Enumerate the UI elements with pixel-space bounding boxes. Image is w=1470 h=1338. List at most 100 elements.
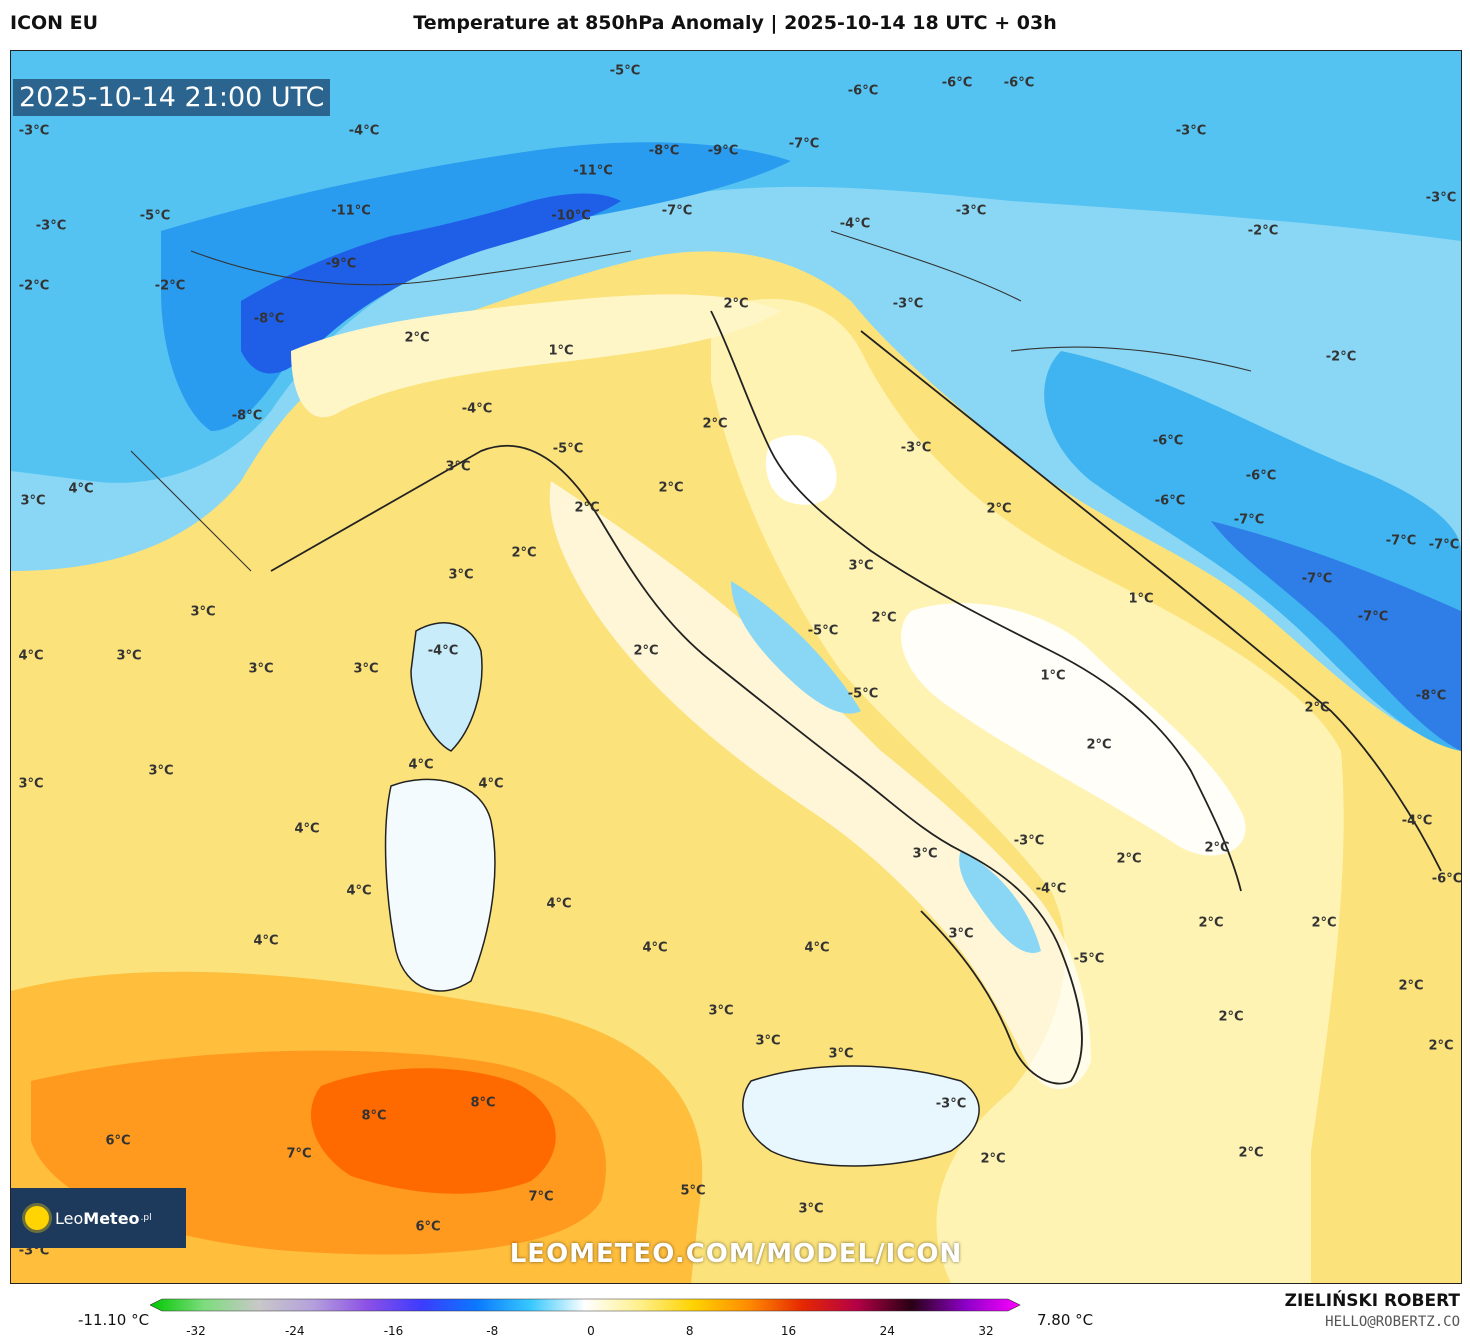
temperature-label: -5°C	[807, 623, 839, 639]
temperature-label: 2°C	[1218, 1009, 1244, 1025]
map-canvas: -5°C -6°C -6°C -6°C -3°C -4°C -8°C -9°C -7°C -11°…	[10, 50, 1462, 1284]
temperature-label: 2°C	[404, 330, 430, 346]
temperature-label: 4°C	[253, 933, 279, 949]
temperature-label: 3°C	[948, 926, 974, 942]
temperature-label: 2°C	[1311, 915, 1337, 931]
temperature-label: 2°C	[1086, 737, 1112, 753]
temperature-label: 5°C	[680, 1183, 706, 1199]
temperature-label: -9°C	[707, 143, 739, 159]
temperature-label: -3°C	[18, 123, 50, 139]
temperature-label: 2°C	[1304, 700, 1330, 716]
leometeo-logo: Leo Meteo .pl	[11, 1188, 186, 1248]
colorbar-tick: -32	[186, 1324, 206, 1338]
temperature-label: 2°C	[574, 500, 600, 516]
temperature-label: -6°C	[1431, 871, 1462, 887]
temperature-label: 8°C	[361, 1108, 387, 1124]
temperature-label: 6°C	[105, 1133, 131, 1149]
temperature-label: 3°C	[18, 776, 44, 792]
temperature-label: 2°C	[1398, 978, 1424, 994]
temperature-label: 4°C	[18, 648, 44, 664]
temperature-label: 8°C	[470, 1095, 496, 1111]
temperature-label: 2°C	[1204, 840, 1230, 856]
temperature-label: -7°C	[1233, 512, 1265, 528]
temperature-label: -6°C	[1003, 75, 1035, 91]
colorbar-tick: 0	[587, 1324, 595, 1338]
temperature-label: -7°C	[1428, 537, 1460, 553]
sun-icon	[25, 1206, 49, 1230]
temperature-label: 6°C	[415, 1219, 441, 1235]
colorbar-tick: 16	[780, 1324, 797, 1338]
temperature-label: -4°C	[427, 643, 459, 659]
temperature-label: -4°C	[1401, 813, 1433, 829]
temperature-label: -6°C	[1245, 468, 1277, 484]
temperature-label: 2°C	[723, 296, 749, 312]
temperature-label: 2°C	[980, 1151, 1006, 1167]
temperature-label: -8°C	[648, 143, 680, 159]
temperature-label: -3°C	[1175, 123, 1207, 139]
temperature-label: -6°C	[847, 83, 879, 99]
temperature-label: -3°C	[955, 203, 987, 219]
temperature-label: 2°C	[658, 480, 684, 496]
temperature-label: -2°C	[154, 278, 186, 294]
temperature-label: 2°C	[633, 643, 659, 659]
temperature-label: -3°C	[900, 440, 932, 456]
temperature-label: 2°C	[1428, 1038, 1454, 1054]
temperature-label: -6°C	[1152, 433, 1184, 449]
colorbar-max-label: 7.80 °C	[1037, 1311, 1094, 1329]
temperature-label: -7°C	[1385, 533, 1417, 549]
temperature-label: -2°C	[18, 278, 50, 294]
temperature-label: -4°C	[461, 401, 493, 417]
colorbar-min-label: -11.10 °C	[78, 1311, 150, 1329]
temperature-label: 4°C	[294, 821, 320, 837]
temperature-label: 2°C	[986, 501, 1012, 517]
temperature-label: 4°C	[68, 481, 94, 497]
colorbar-tick: 8	[685, 1324, 694, 1338]
temperature-label: -3°C	[1013, 833, 1045, 849]
model-name: ICON EU	[10, 12, 99, 34]
temperature-label: 4°C	[408, 757, 434, 773]
temperature-label: 3°C	[353, 661, 379, 677]
temperature-label: 3°C	[20, 493, 46, 509]
temperature-label: 4°C	[804, 940, 830, 956]
temperature-label: 2°C	[702, 416, 728, 432]
temperature-label: 7°C	[528, 1189, 554, 1205]
temperature-label: -8°C	[231, 408, 263, 424]
temperature-label: 3°C	[708, 1003, 734, 1019]
logo-text-main: Leo	[55, 1208, 84, 1228]
temperature-label: -8°C	[1415, 688, 1447, 704]
temperature-label: 2°C	[511, 545, 537, 561]
temperature-label: 3°C	[848, 558, 874, 574]
map-title: Temperature at 850hPa Anomaly | 2025-10-…	[413, 12, 1057, 34]
temperature-label: 4°C	[478, 776, 504, 792]
temperature-label: -5°C	[609, 63, 641, 79]
temperature-label: 3°C	[448, 567, 474, 583]
author-name: ZIELIŃSKI ROBERT	[1284, 1291, 1460, 1311]
watermark-url: LEOMETEO.COM/MODEL/ICON	[509, 1239, 963, 1269]
temperature-label: -7°C	[1357, 609, 1389, 625]
temperature-label: -3°C	[935, 1096, 967, 1112]
temperature-label: -9°C	[325, 256, 357, 272]
temperature-label: 4°C	[546, 896, 572, 912]
temperature-label: -7°C	[1301, 571, 1333, 587]
colorbar-tick: 24	[879, 1324, 895, 1338]
anomaly-field	[11, 51, 1461, 1283]
temperature-label: -2°C	[1325, 349, 1357, 365]
temperature-label: -11°C	[573, 163, 613, 179]
colorbar-tick: -24	[284, 1324, 305, 1338]
colorbar-tick: -8	[486, 1324, 499, 1338]
temperature-label: -3°C	[1425, 190, 1457, 206]
temperature-label: 1°C	[1040, 668, 1066, 684]
temperature-label: -3°C	[892, 296, 924, 312]
temperature-label: -3°C	[35, 218, 67, 234]
temperature-label: 1°C	[548, 343, 574, 359]
temperature-label: 3°C	[248, 661, 274, 677]
valid-time-badge: 2025-10-14 21:00 UTC	[13, 79, 331, 116]
temperature-label: -5°C	[1073, 951, 1105, 967]
colorbar-tick: 32	[978, 1324, 994, 1338]
temperature-label: -8°C	[253, 311, 285, 327]
temperature-label: -4°C	[839, 216, 871, 232]
logo-text-bold: Meteo	[83, 1208, 140, 1228]
temperature-label: -10°C	[551, 208, 591, 224]
temperature-label: 3°C	[148, 763, 174, 779]
temperature-label: -5°C	[552, 441, 584, 457]
